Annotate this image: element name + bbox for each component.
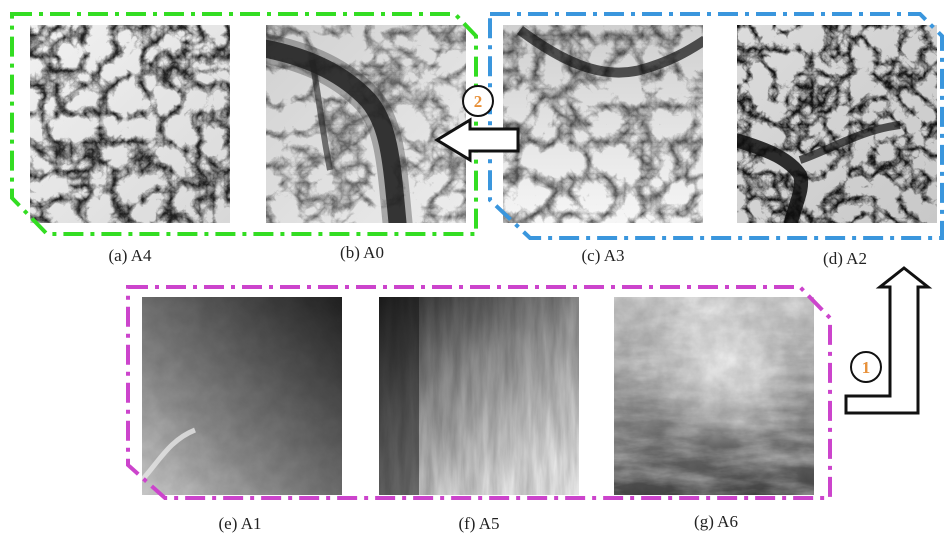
caption-a6: (g) A6	[694, 512, 738, 531]
panel-a4	[30, 25, 230, 223]
panel-a6	[614, 297, 814, 495]
step-2-label: 2	[474, 92, 483, 111]
caption-a4: (a) A4	[109, 246, 152, 265]
caption-a5: (f) A5	[458, 514, 499, 533]
panel-a0	[266, 25, 466, 223]
panel-a5	[379, 297, 579, 495]
panel-a1	[142, 297, 342, 495]
group-magenta-outline	[126, 285, 832, 500]
caption-a0: (b) A0	[340, 243, 384, 262]
step-1-arrow	[844, 266, 933, 415]
step-1-badge: 1	[850, 351, 882, 383]
group-blue-outline	[488, 12, 944, 240]
step-1-label: 1	[862, 358, 871, 377]
panel-a3	[503, 25, 703, 223]
group-green-outline	[10, 12, 478, 236]
panel-a2	[737, 25, 937, 223]
caption-a2: (d) A2	[823, 249, 867, 268]
step-2-badge: 2	[462, 85, 494, 117]
step-2-arrow	[434, 117, 520, 163]
caption-a3: (c) A3	[582, 246, 625, 265]
caption-a1: (e) A1	[219, 514, 262, 533]
